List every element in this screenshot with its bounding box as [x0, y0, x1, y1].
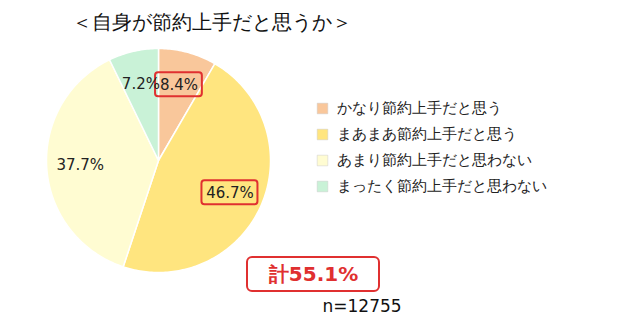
- svg-text:n=12755: n=12755: [323, 296, 402, 316]
- svg-text:あまり節約上手だと思わない: あまり節約上手だと思わない: [337, 152, 532, 168]
- svg-text:46.7%: 46.7%: [206, 184, 254, 202]
- svg-text:7.2%: 7.2%: [122, 75, 160, 93]
- svg-text:まったく節約上手だと思わない: まったく節約上手だと思わない: [337, 178, 547, 194]
- svg-text:まあまあ節約上手だと思う: まあまあ節約上手だと思う: [337, 126, 517, 142]
- html-text:＜自身が節約上手だと思うか＞: ＜自身が節約上手だと思うか＞: [72, 10, 352, 34]
- svg-text:計55.1%: 計55.1%: [268, 262, 358, 286]
- svg-text:37.7%: 37.7%: [56, 156, 104, 174]
- svg-text:8.4%: 8.4%: [160, 76, 198, 94]
- svg-text:かなり節約上手だと思う: かなり節約上手だと思う: [337, 100, 502, 116]
